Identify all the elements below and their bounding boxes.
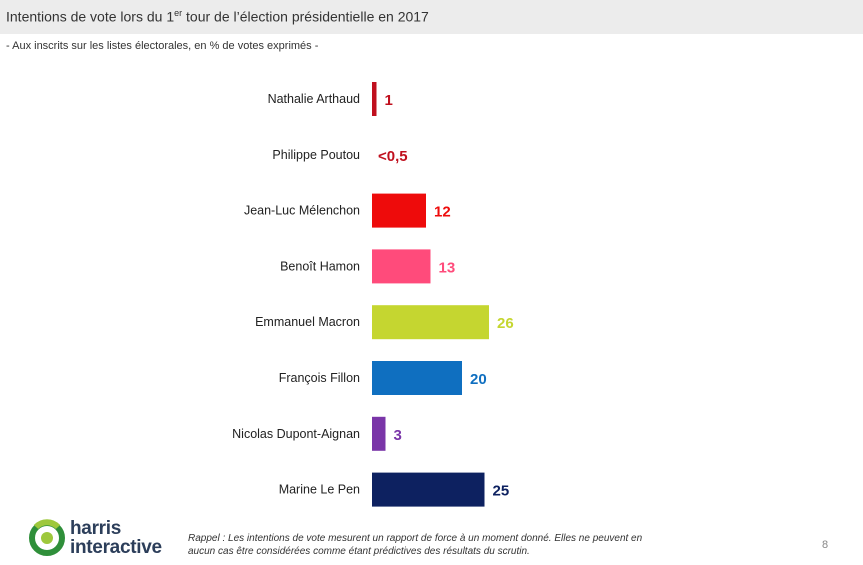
bar-jean-luc-melenchon	[372, 193, 426, 228]
value-label-nathalie-arthaud: 1	[385, 92, 393, 109]
header-bar: Intentions de vote lors du 1er tour de l…	[0, 0, 863, 34]
logo-mark-icon	[29, 519, 65, 556]
bar-nathalie-arthaud	[372, 82, 377, 116]
logo-line-2: interactive	[70, 537, 162, 558]
value-label-emmanuel-macron: 26	[497, 315, 514, 332]
category-label-philippe-poutou: Philippe Poutou	[272, 148, 360, 162]
bar-chart: Nathalie Arthaud 1 Philippe Poutou <0,5 Jean…	[232, 82, 514, 507]
chart-subtitle: - Aux inscrits sur les listes électorale…	[6, 40, 319, 52]
category-label-nicolas-dupont-aignan: Nicolas Dupont-Aignan	[232, 427, 360, 441]
category-label-emmanuel-macron: Emmanuel Macron	[255, 315, 360, 329]
value-label-marine-le-pen: 25	[493, 483, 510, 500]
page-number: 8	[822, 539, 829, 551]
logo-line-1: harris	[70, 518, 122, 539]
bar-emmanuel-macron	[372, 305, 489, 340]
harris-interactive-logo: harris interactive	[28, 517, 178, 559]
bar-benoit-hamon	[372, 249, 431, 284]
value-label-francois-fillon: 20	[470, 371, 487, 388]
logo-text: harris interactive	[70, 519, 162, 557]
footer-note: Rappel : Les intentions de vote mesurent…	[188, 533, 643, 557]
value-label-jean-luc-melenchon: 12	[434, 204, 451, 221]
category-label-francois-fillon: François Fillon	[279, 371, 360, 385]
bar-nicolas-dupont-aignan	[372, 416, 386, 451]
bar-marine-le-pen	[372, 472, 485, 507]
category-label-benoit-hamon: Benoît Hamon	[280, 259, 360, 273]
category-label-nathalie-arthaud: Nathalie Arthaud	[268, 92, 360, 106]
value-label-nicolas-dupont-aignan: 3	[394, 427, 402, 444]
category-label-marine-le-pen: Marine Le Pen	[279, 483, 360, 497]
value-label-philippe-poutou: <0,5	[378, 148, 408, 165]
value-label-benoit-hamon: 13	[439, 259, 456, 276]
chart-title: Intentions de vote lors du 1er tour de l…	[6, 8, 429, 25]
category-label-jean-luc-melenchon: Jean-Luc Mélenchon	[244, 204, 360, 218]
bar-francois-fillon	[372, 361, 462, 395]
